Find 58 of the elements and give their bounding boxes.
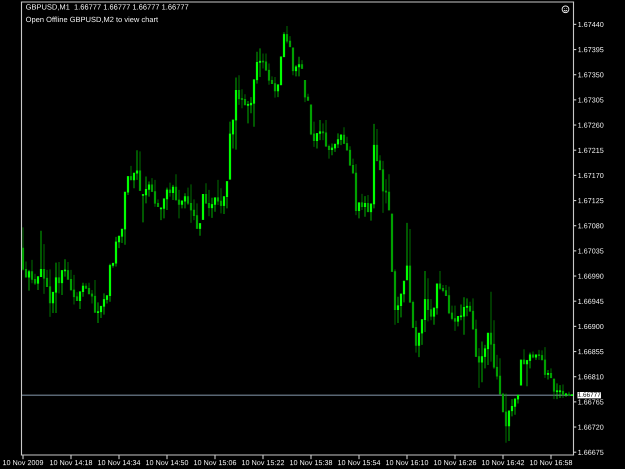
- candlestick: [94, 280, 96, 313]
- candlestick: [544, 346, 546, 378]
- candlestick: [514, 398, 516, 416]
- candlestick: [300, 60, 304, 69]
- candlestick: [462, 296, 466, 336]
- candlestick: [340, 134, 342, 146]
- candlestick: [168, 182, 172, 197]
- candlestick: [552, 378, 556, 400]
- candlestick: [532, 351, 534, 359]
- candlestick: [336, 133, 340, 148]
- candlestick: [360, 193, 364, 210]
- candlestick: [42, 244, 46, 294]
- candlestick: [534, 354, 538, 360]
- candlestick: [184, 192, 186, 209]
- candlestick: [58, 262, 60, 294]
- candlestick: [130, 166, 132, 180]
- candlestick: [274, 76, 276, 98]
- candlestick: [406, 222, 408, 280]
- candlestick: [358, 202, 360, 219]
- candlestick: [388, 174, 390, 210]
- candlestick: [562, 384, 564, 398]
- candlestick: [330, 143, 334, 156]
- candlestick: [238, 74, 240, 106]
- candlestick: [568, 391, 570, 397]
- candlestick: [198, 223, 202, 236]
- candlestick: [454, 305, 456, 332]
- candlestick: [366, 194, 370, 212]
- candlestick: [286, 26, 288, 44]
- candlestick: [96, 302, 100, 324]
- candlestick: [564, 392, 568, 398]
- candlestick: [504, 393, 508, 444]
- candlestick: [298, 56, 300, 77]
- candlestick: [102, 293, 106, 315]
- candlestick: [538, 350, 540, 360]
- candlestick: [210, 197, 214, 218]
- candlestick: [28, 270, 30, 291]
- candlestick: [234, 77, 238, 150]
- candlestick: [426, 278, 430, 322]
- candlestick: [172, 184, 174, 200]
- candlestick: [480, 341, 484, 383]
- candlestick: [246, 100, 250, 124]
- candlestick: [54, 262, 58, 314]
- candlestick: [486, 332, 490, 366]
- candlestick: [262, 53, 264, 69]
- candlestick: [138, 150, 142, 191]
- candlestick: [550, 368, 552, 378]
- candlestick: [438, 270, 442, 290]
- candlestick: [190, 184, 192, 224]
- candlestick: [396, 296, 400, 324]
- candlestick: [556, 383, 558, 400]
- candlestick: [364, 196, 366, 218]
- candlestick: [522, 348, 526, 364]
- candlestick: [30, 259, 34, 284]
- candlestick: [196, 202, 198, 229]
- candlestick: [546, 370, 550, 380]
- candlestick: [558, 384, 562, 398]
- candlestick: [154, 179, 156, 208]
- candlestick: [48, 268, 52, 318]
